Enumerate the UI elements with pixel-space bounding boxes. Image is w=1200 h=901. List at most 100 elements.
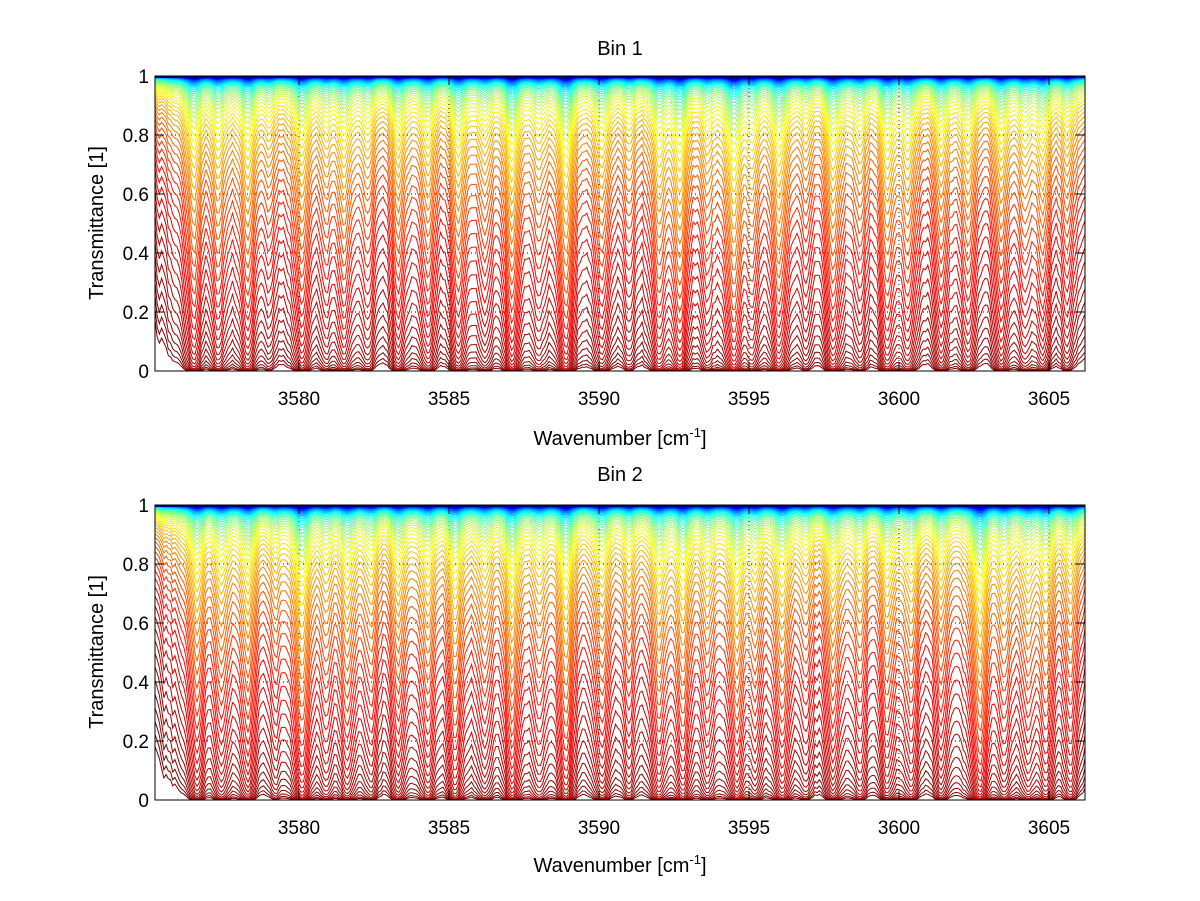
spectrum-line [154, 510, 1086, 551]
spectrum-line [154, 586, 1086, 782]
spectrum-line [154, 151, 1086, 343]
spectrum-line [154, 109, 1086, 257]
spectrum-line [154, 91, 1086, 182]
spectrum-line [154, 605, 1086, 793]
spectrum-line [154, 666, 1086, 801]
x-ticks: 3580 3585 3590 3595 3600 3605 [278, 76, 1070, 410]
spectrum-line [154, 190, 1086, 366]
spectrum-line [154, 570, 1086, 766]
y-tick-label: 0.4 [123, 244, 150, 265]
spectrum-line [154, 118, 1086, 285]
spectrum-line [154, 595, 1086, 788]
spectrum-line [154, 179, 1086, 362]
y-tick-label: 0.6 [123, 614, 149, 635]
grid [155, 505, 1085, 800]
x-tick-label: 3580 [278, 389, 320, 410]
spectrum-line [154, 80, 1086, 111]
spectrum-line [154, 507, 1086, 528]
axes-bin-1: Bin 1 3580 3585 3590 3595 3600 3605 0 0.2 0.4 0.… [86, 38, 1086, 450]
y-ticks: 0 0.2 0.4 0.6 0.8 1 [123, 67, 1085, 383]
spectrum-line [154, 86, 1086, 153]
spectrum-line [154, 77, 1086, 95]
spectrum-line [154, 143, 1086, 333]
spectrum-line [154, 527, 1086, 651]
x-tick-label: 3590 [578, 818, 620, 839]
spectrum-line [154, 512, 1086, 570]
axes-bin-2: Bin 2 3580 3585 3590 3595 3600 3605 0 0.2 0.4 0.… [86, 464, 1086, 877]
y-tick-label: 0.8 [123, 555, 149, 576]
spectrum-line [154, 83, 1086, 131]
y-axis-label: Transmittance [1] [86, 575, 108, 729]
spectrum-line [154, 96, 1086, 205]
spectrum-line [154, 506, 1086, 523]
y-tick-label: 0.2 [123, 303, 149, 324]
x-tick-label: 3590 [578, 389, 620, 410]
spectrum-line [154, 129, 1086, 311]
y-tick-label: 0.4 [123, 673, 150, 694]
spectrum-line [154, 202, 1086, 368]
spectrum-line [154, 254, 1086, 372]
spectrum-line [154, 515, 1086, 586]
spectrum-line [154, 578, 1086, 775]
axes-title: Bin 1 [597, 38, 643, 60]
spectrum-line [154, 734, 1086, 801]
spectrum-line [154, 85, 1086, 145]
spectrum-line [154, 77, 1086, 93]
spectrum-line [154, 102, 1086, 230]
spectrum-line [154, 545, 1086, 719]
spectrum-line [154, 214, 1086, 370]
spectrum-line [154, 533, 1086, 678]
spectrum-line [154, 295, 1086, 372]
x-axis-label: Wavenumber [cm-1] [533, 425, 706, 450]
x-tick-label: 3605 [1028, 818, 1070, 839]
spectrum-line [154, 508, 1086, 542]
y-ticks: 0 0.2 0.4 0.6 0.8 1 [123, 496, 1085, 812]
y-tick-label: 0 [138, 362, 149, 383]
spectrum-line [154, 516, 1086, 595]
spectrum-line [154, 308, 1086, 372]
spectrum-line [154, 551, 1086, 733]
spectrum-line [154, 653, 1086, 800]
spectrum-line [154, 84, 1086, 138]
spectrum-line [154, 113, 1086, 271]
x-axis-label: Wavenumber [cm-1] [533, 852, 706, 877]
spectrum-line [154, 93, 1086, 193]
spectrum-line [154, 169, 1086, 357]
spectrum-line [154, 640, 1086, 799]
spectrum-line [154, 320, 1086, 372]
spectrum-line [154, 522, 1086, 627]
spectrum-line [154, 89, 1086, 171]
spectrum-line [154, 511, 1086, 563]
x-tick-label: 3600 [878, 818, 920, 839]
spectrum-line [154, 282, 1086, 372]
spectrum-line [154, 524, 1086, 639]
y-tick-label: 0.8 [123, 126, 149, 147]
spectrum-line [154, 78, 1086, 98]
spectrum-line [154, 537, 1086, 692]
axes-frame [154, 75, 1086, 372]
spectrum-line [154, 99, 1086, 217]
spectrum-line [154, 556, 1086, 745]
spectrum-line [154, 79, 1086, 104]
x-ticks: 3580 3585 3590 3595 3600 3605 [278, 505, 1070, 839]
spectrum-line [154, 123, 1086, 298]
spectrum-line [154, 105, 1086, 244]
spectrum-line [154, 513, 1086, 577]
spectrum-line [154, 508, 1086, 538]
y-axis-label: Transmittance [1] [86, 146, 108, 300]
spectrum-line [154, 78, 1086, 101]
x-tick-label: 3600 [878, 389, 920, 410]
spectrum-line [154, 507, 1086, 534]
y-tick-label: 1 [138, 67, 149, 88]
y-tick-label: 0.6 [123, 185, 149, 206]
spectrum-line [154, 721, 1086, 801]
spectrum-line [154, 82, 1086, 125]
spectrum-line [154, 268, 1086, 372]
spectrum-line [154, 616, 1086, 796]
spectra-curves [154, 504, 1086, 801]
spectrum-line [154, 80, 1086, 115]
x-tick-label: 3605 [1028, 389, 1070, 410]
spectrum-line [154, 506, 1086, 525]
spectrum-line [154, 79, 1086, 107]
